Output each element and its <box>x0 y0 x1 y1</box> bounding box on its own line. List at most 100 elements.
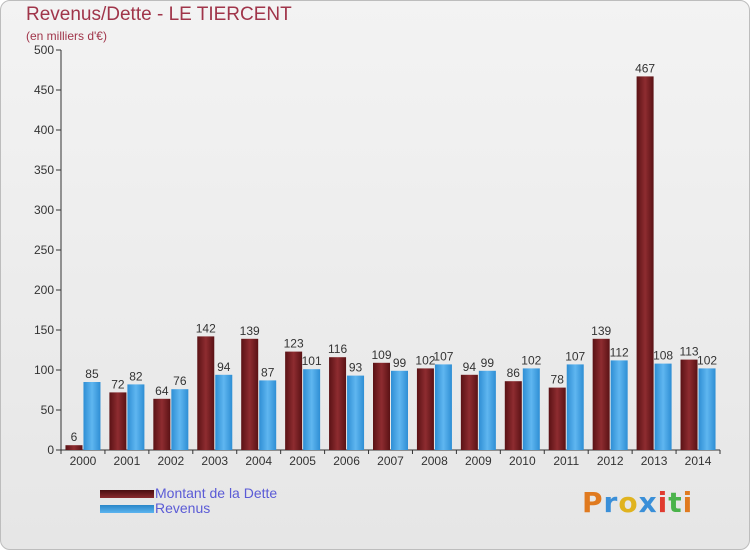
bar-revenue <box>303 369 321 450</box>
logo-letter: P <box>582 486 604 519</box>
bar-revenue <box>654 363 672 450</box>
bar-revenue <box>215 374 233 450</box>
x-tick-label: 2013 <box>641 454 668 468</box>
x-tick-label: 2011 <box>553 454 579 468</box>
bar-debt <box>329 357 347 450</box>
bar-debt <box>109 392 127 450</box>
data-label-debt: 72 <box>111 377 125 391</box>
y-tick-label: 450 <box>34 83 54 97</box>
bar-revenue <box>566 364 584 450</box>
logo-letter: i <box>682 486 694 519</box>
data-label-revenue: 101 <box>302 354 322 368</box>
data-label-revenue: 99 <box>393 356 407 370</box>
bar-revenue <box>259 380 277 450</box>
bar-revenue <box>522 368 540 450</box>
y-tick-label: 300 <box>34 203 54 217</box>
data-label-debt: 467 <box>635 61 655 75</box>
data-label-debt: 142 <box>196 321 216 335</box>
legend-label-debt: Montant de la Dette <box>155 485 278 501</box>
bar-debt <box>548 387 566 450</box>
bar-revenue <box>171 389 189 450</box>
y-tick-label: 0 <box>47 443 54 457</box>
x-tick-label: 2002 <box>157 454 184 468</box>
data-label-debt: 139 <box>591 324 611 338</box>
logo-letter: r <box>603 486 619 519</box>
x-tick-label: 2006 <box>333 454 360 468</box>
x-tick-label: 2001 <box>114 454 141 468</box>
bar-debt <box>153 398 171 450</box>
bar-debt <box>460 374 478 450</box>
bar-revenue <box>698 368 716 450</box>
data-label-debt: 123 <box>284 337 304 351</box>
x-tick-label: 2007 <box>377 454 404 468</box>
data-label-revenue: 112 <box>610 345 629 359</box>
data-label-revenue: 76 <box>173 374 187 388</box>
y-tick-label: 150 <box>34 323 54 337</box>
x-tick-label: 2005 <box>289 454 316 468</box>
data-label-revenue: 87 <box>261 365 275 379</box>
chart-title: Revenus/Dette - LE TIERCENT <box>26 4 292 25</box>
data-label-revenue: 99 <box>481 356 495 370</box>
data-label-debt: 102 <box>415 353 435 367</box>
data-label-debt: 78 <box>551 373 565 387</box>
y-tick-label: 400 <box>34 123 54 137</box>
bar-revenue <box>610 360 628 450</box>
y-tick-label: 350 <box>34 163 54 177</box>
legend-item-debt: Montant de la Dette <box>100 485 360 502</box>
bar-debt <box>197 336 215 450</box>
data-label-revenue: 93 <box>349 361 363 375</box>
x-tick-label: 2004 <box>245 454 272 468</box>
y-tick-label: 500 <box>34 43 54 57</box>
data-label-debt: 139 <box>240 324 260 338</box>
data-label-revenue: 82 <box>129 369 143 383</box>
bar-revenue <box>127 384 145 450</box>
data-label-revenue: 108 <box>653 349 673 363</box>
x-tick-label: 2010 <box>509 454 536 468</box>
data-label-revenue: 85 <box>85 367 99 381</box>
legend-item-revenue: Revenus <box>100 500 360 517</box>
bar-debt <box>416 368 434 450</box>
data-label-revenue: 102 <box>697 353 717 367</box>
data-label-revenue: 102 <box>521 353 541 367</box>
data-label-debt: 6 <box>71 430 78 444</box>
bar-revenue <box>434 364 452 450</box>
y-tick-label: 250 <box>34 243 54 257</box>
bar-revenue <box>478 370 496 450</box>
data-label-debt: 86 <box>507 366 521 380</box>
bar-debt <box>373 362 390 450</box>
bar-debt <box>285 351 303 450</box>
proxiti-logo: Proxiti <box>582 486 693 519</box>
chart-subtitle: (en milliers d'€) <box>26 29 107 43</box>
data-label-debt: 94 <box>463 360 477 374</box>
bar-debt <box>504 381 522 450</box>
bar-debt <box>680 359 698 450</box>
x-tick-label: 2000 <box>70 454 97 468</box>
logo-letter: i <box>657 486 669 519</box>
data-label-revenue: 107 <box>565 349 585 363</box>
y-tick-label: 50 <box>41 403 55 417</box>
data-label-debt: 116 <box>328 342 347 356</box>
legend-swatch-debt <box>100 490 154 498</box>
x-tick-label: 2009 <box>465 454 492 468</box>
logo-letter: x <box>638 486 658 519</box>
x-tick-label: 2014 <box>685 454 712 468</box>
x-tick-label: 2012 <box>597 454 624 468</box>
bar-debt <box>592 338 610 450</box>
data-label-debt: 109 <box>371 348 391 362</box>
y-tick-label: 200 <box>34 283 54 297</box>
bar-debt <box>636 76 654 451</box>
data-label-debt: 64 <box>155 384 169 398</box>
data-label-debt: 113 <box>679 345 698 359</box>
y-tick-label: 100 <box>34 363 54 377</box>
logo-letter: o <box>618 486 639 519</box>
data-label-revenue: 107 <box>433 349 453 363</box>
bar-revenue <box>347 375 365 450</box>
bar-debt <box>65 445 83 450</box>
legend-swatch-revenue <box>100 505 154 513</box>
bar-debt <box>241 338 259 450</box>
data-label-revenue: 94 <box>217 360 231 374</box>
logo-letter: t <box>668 486 683 519</box>
legend-label-revenue: Revenus <box>155 500 211 516</box>
